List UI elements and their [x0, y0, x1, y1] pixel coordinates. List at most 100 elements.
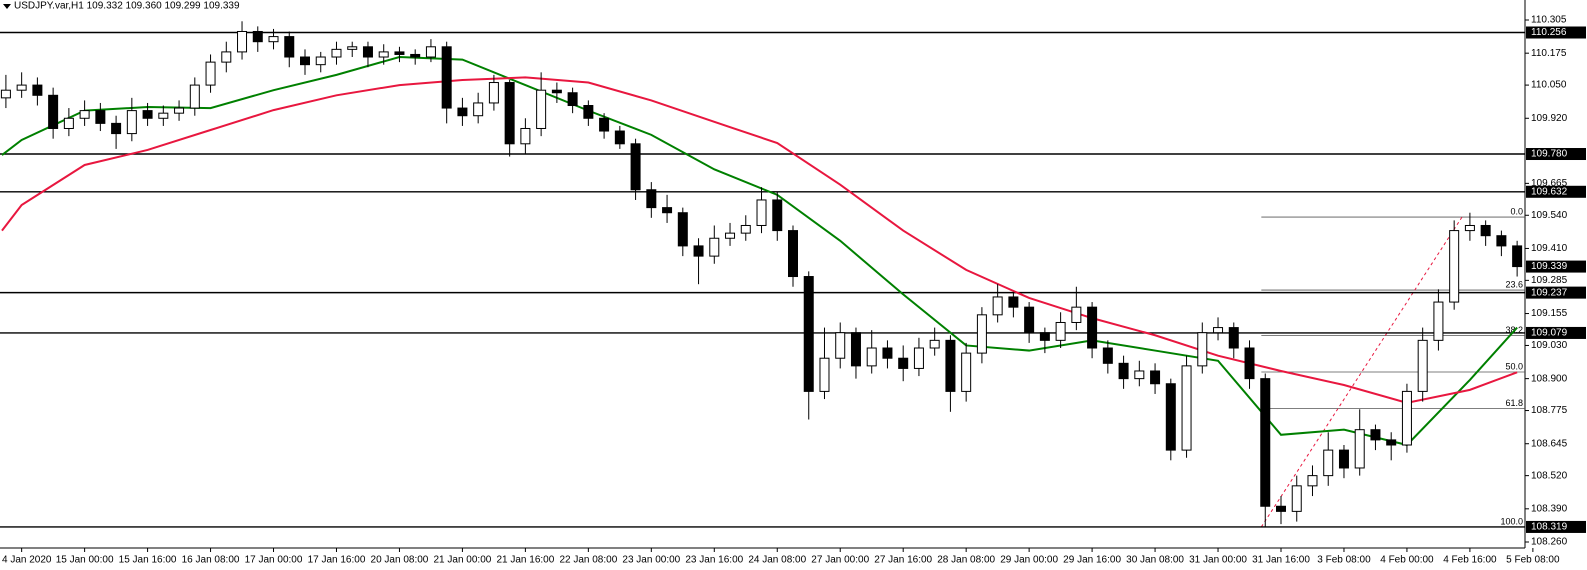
candle-body	[504, 82, 515, 145]
moving-average	[1, 76, 1518, 404]
y-tick-label: 109.285	[1531, 275, 1568, 286]
y-tick-label: 109.920	[1531, 113, 1568, 124]
candle-body	[992, 296, 1003, 316]
candle-body	[378, 51, 389, 58]
candle-body	[1024, 306, 1035, 334]
x-tick-label: 4 Jan 2020	[2, 555, 52, 566]
candle-body	[536, 89, 547, 129]
x-tick-label: 5 Feb 08:00	[1506, 555, 1560, 566]
candle-body	[1134, 370, 1145, 380]
candle-body	[677, 212, 688, 247]
x-tick-label: 23 Jan 16:00	[685, 555, 743, 566]
candle-body	[1512, 245, 1523, 268]
candle-body	[520, 127, 531, 145]
candle-body	[551, 89, 562, 94]
candle-body	[1181, 365, 1192, 451]
menu-arrow[interactable]	[3, 4, 11, 9]
candle-body	[315, 56, 326, 66]
candle-body	[0, 89, 11, 99]
x-tick-label: 28 Jan 08:00	[937, 555, 995, 566]
candle-body	[725, 232, 736, 239]
candle-body	[614, 130, 625, 145]
candle-body	[1323, 449, 1334, 477]
candle-body	[1291, 485, 1302, 512]
x-tick-label: 27 Jan 16:00	[874, 555, 932, 566]
fib-label: 0.0	[1510, 206, 1523, 216]
fib-label: 23.6	[1505, 279, 1523, 289]
x-tick-label: 16 Jan 08:00	[182, 555, 240, 566]
candle-body	[1071, 306, 1082, 323]
candle-body	[929, 339, 940, 349]
candle-body	[740, 224, 751, 234]
candle-body	[1039, 332, 1050, 341]
fib-trend	[1260, 216, 1463, 528]
candle-body	[1276, 505, 1286, 512]
candle-body	[756, 199, 767, 226]
y-tick-label: 109.155	[1531, 308, 1568, 319]
candle-body	[835, 332, 846, 359]
candle-body	[268, 36, 279, 43]
price-box	[1526, 520, 1586, 533]
candle-body	[221, 51, 232, 63]
candle-body	[567, 92, 578, 107]
candle-body	[425, 46, 436, 58]
x-tick-label: 3 Feb 08:00	[1317, 555, 1371, 566]
candle-body	[1213, 327, 1224, 334]
candle-body	[1480, 224, 1491, 237]
x-tick-label: 29 Jan 00:00	[1000, 555, 1058, 566]
candle-body	[1087, 306, 1098, 349]
x-tick-label: 21 Jan 00:00	[434, 555, 492, 566]
candle-body	[913, 347, 924, 369]
candle-body	[803, 276, 814, 392]
y-tick-label: 108.390	[1531, 503, 1568, 514]
price-box-label: 108.319	[1531, 522, 1568, 533]
candle-body	[945, 339, 956, 392]
candle-body	[237, 30, 248, 53]
candle-body	[882, 347, 893, 359]
candle-body	[850, 332, 861, 367]
candle-body	[583, 105, 594, 119]
candle-body	[1165, 383, 1176, 451]
fib-label: 100.0	[1500, 516, 1523, 526]
candle-body	[48, 94, 59, 129]
y-tick-label: 109.540	[1531, 210, 1568, 221]
y-tick-label: 108.520	[1531, 470, 1568, 481]
candle-body	[630, 143, 641, 191]
candle-body	[599, 117, 610, 132]
price-box	[1526, 326, 1586, 339]
candle-body	[79, 110, 90, 119]
y-tick-label: 110.175	[1531, 48, 1567, 59]
x-tick-label: 22 Jan 08:00	[559, 555, 617, 566]
x-tick-label: 23 Jan 00:00	[622, 555, 680, 566]
x-tick-label: 20 Jan 08:00	[371, 555, 429, 566]
price-box	[1526, 26, 1586, 39]
candle-body	[1449, 230, 1460, 303]
x-tick-label: 17 Jan 00:00	[245, 555, 303, 566]
candle-body	[1338, 449, 1349, 469]
candle-body	[205, 61, 216, 86]
x-tick-label: 31 Jan 00:00	[1189, 555, 1247, 566]
y-tick-label: 110.305	[1531, 15, 1567, 26]
candle-body	[693, 245, 704, 257]
y-tick-label: 109.665	[1531, 178, 1568, 189]
candle-body	[662, 207, 673, 214]
y-tick-label: 108.775	[1531, 405, 1568, 416]
price-box-label: 109.632	[1531, 186, 1568, 197]
candle-body	[1228, 327, 1239, 349]
candle-body	[441, 46, 452, 109]
chart-header: USDJPY.var,H1 109.332 109.360 109.299 10…	[14, 1, 240, 12]
candle-body	[16, 84, 27, 91]
price-box-label: 110.256	[1531, 27, 1567, 38]
x-tick-label: 29 Jan 16:00	[1063, 555, 1121, 566]
price-box-label: 109.237	[1531, 287, 1568, 298]
candle-body	[1008, 296, 1019, 308]
candle-body	[300, 56, 310, 66]
y-tick-label: 108.645	[1531, 438, 1568, 449]
candle-body	[898, 357, 909, 369]
y-tick-label: 109.030	[1531, 340, 1568, 351]
price-box	[1526, 260, 1586, 273]
candle-body	[788, 230, 798, 278]
candle-body	[32, 84, 43, 96]
